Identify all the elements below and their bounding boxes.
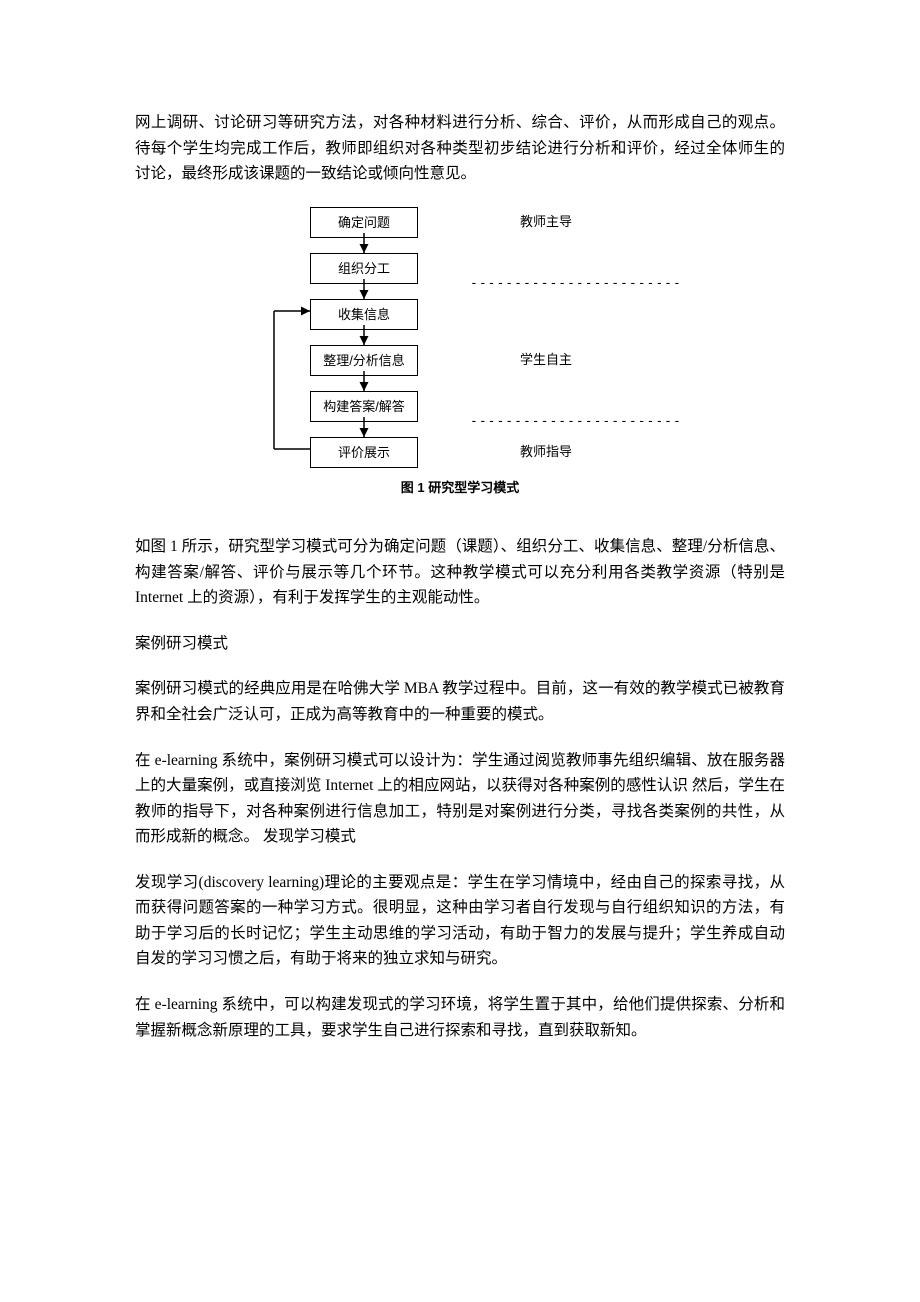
paragraph-case-2: 在 e-learning 系统中，案例研习模式可以设计为：学生通过阅览教师事先组… (135, 748, 785, 850)
figure-caption: 图 1 研究型学习模式 (401, 477, 519, 498)
flowchart-arrows (230, 207, 690, 467)
flowchart-canvas: 确定问题组织分工收集信息整理/分析信息构建答案/解答评价展示教师主导学生自主教师… (230, 207, 690, 467)
paragraph-intro: 网上调研、讨论研习等研究方法，对各种材料进行分析、综合、评价，从而形成自己的观点… (135, 110, 785, 187)
section-title-case-study: 案例研习模式 (135, 631, 785, 657)
paragraph-discovery-2: 在 e-learning 系统中，可以构建发现式的学习环境，将学生置于其中，给他… (135, 992, 785, 1043)
paragraph-fig-explain: 如图 1 所示，研究型学习模式可分为确定问题（课题）、组织分工、收集信息、整理/… (135, 534, 785, 611)
flowchart-figure: 确定问题组织分工收集信息整理/分析信息构建答案/解答评价展示教师主导学生自主教师… (135, 207, 785, 526)
paragraph-case-1: 案例研习模式的经典应用是在哈佛大学 MBA 教学过程中。目前，这一有效的教学模式… (135, 676, 785, 727)
paragraph-discovery-1: 发现学习(discovery learning)理论的主要观点是：学生在学习情境… (135, 870, 785, 972)
